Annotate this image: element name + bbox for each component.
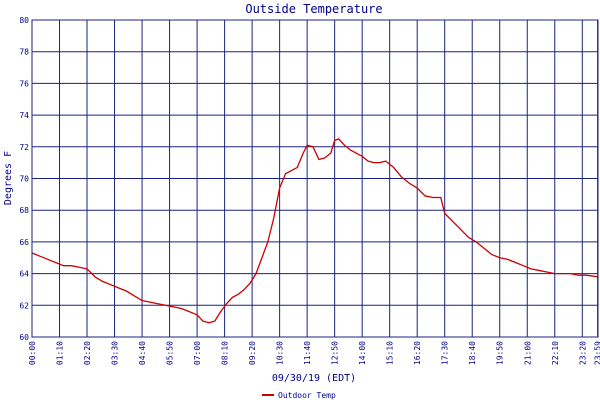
series-line-outdoor-temp (31, 138, 598, 324)
y-tick-label: 68 (19, 206, 29, 215)
y-tick-label: 74 (19, 111, 29, 120)
x-tick-label: 03:30 (111, 341, 120, 365)
x-tick-label: 09:20 (248, 341, 257, 365)
x-tick-label: 11:40 (303, 341, 312, 365)
x-tick-label: 18:40 (468, 341, 477, 365)
x-tick-label: 04:40 (138, 341, 147, 365)
x-tick-label: 19:50 (496, 341, 505, 365)
y-tick-label: 78 (19, 48, 29, 57)
x-tick-label: 05:50 (166, 341, 175, 365)
x-tick-label: 17:30 (441, 341, 450, 365)
y-tick-label: 62 (19, 301, 29, 310)
x-tick-label: 15:10 (386, 341, 395, 365)
y-tick-label: 72 (19, 143, 29, 152)
x-tick-label: 02:20 (83, 341, 92, 365)
legend: Outdoor Temp (262, 391, 336, 400)
x-tick-label: 12:50 (331, 341, 340, 365)
x-tick-label: 07:00 (193, 341, 202, 365)
y-tick-labels: 60 62 64 66 68 70 72 74 76 78 80 (19, 16, 29, 342)
x-tick-labels: 00:00 01:10 02:20 03:30 04:40 05:50 07:00 08:10… (28, 341, 600, 365)
y-tick-label: 66 (19, 238, 29, 247)
y-tick-label: 80 (19, 16, 29, 25)
x-tick-label: 23:20 (578, 341, 587, 365)
x-axis-label: 09/30/19 (EDT) (272, 373, 356, 384)
y-axis-label: Degrees F (3, 151, 14, 205)
y-tick-label: 64 (19, 270, 29, 279)
y-tick-label: 70 (19, 175, 29, 184)
x-tick-label: 00:00 (28, 341, 37, 365)
plot-frame (31, 19, 599, 338)
x-tick-label: 08:10 (221, 341, 230, 365)
legend-label: Outdoor Temp (278, 391, 336, 400)
x-tick-label: 21:00 (523, 341, 532, 365)
x-tick-label: 23:59 (594, 341, 600, 365)
grid-lines (31, 19, 599, 338)
x-tick-label: 22:10 (551, 341, 560, 365)
x-tick-label: 16:20 (413, 341, 422, 365)
chart-title: Outside Temperature (245, 2, 382, 16)
x-tick-label: 01:10 (56, 341, 65, 365)
x-tick-label: 10:30 (276, 341, 285, 365)
x-tick-label: 14:00 (358, 341, 367, 365)
series-layer (31, 138, 598, 324)
y-tick-label: 76 (19, 79, 29, 88)
y-tick-label: 60 (19, 333, 29, 342)
